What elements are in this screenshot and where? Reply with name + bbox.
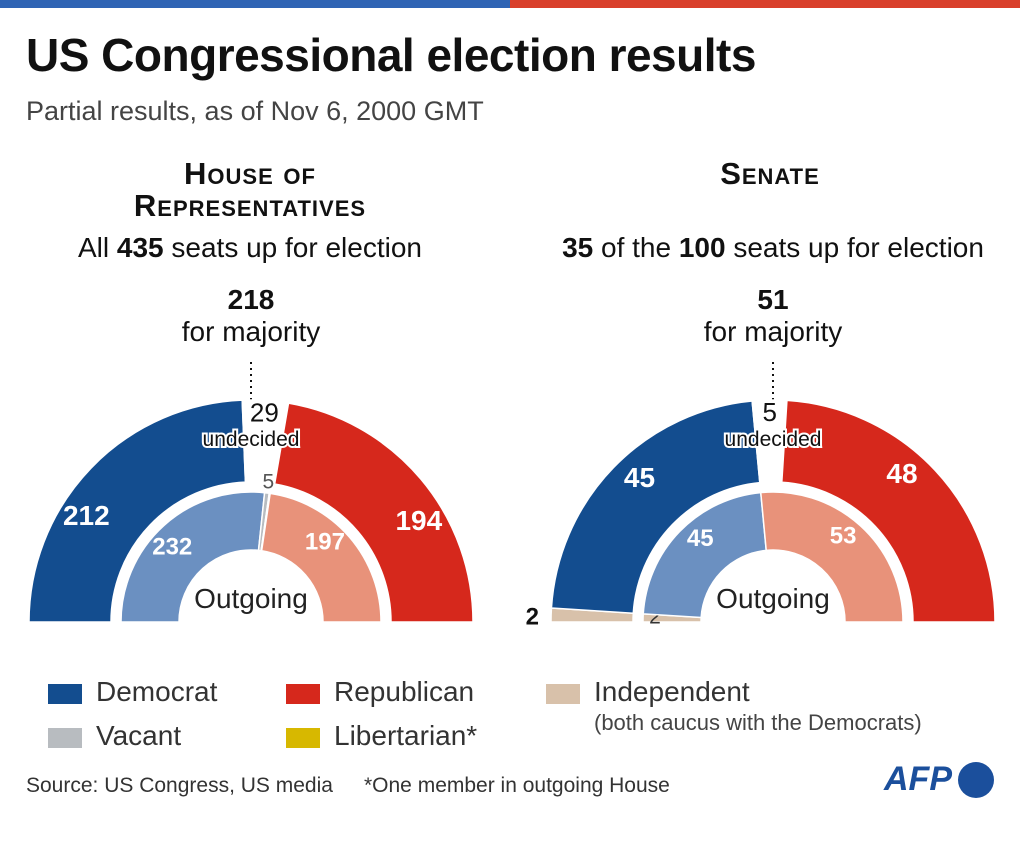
senate-sub-mid: of the [593,232,679,263]
legend-independent-note: (both caucus with the Democrats) [594,710,922,735]
house-undecided-label: undecided [203,428,300,451]
house-outgoing-label: Outgoing [194,583,308,614]
house-heading: House of Representatives [60,158,440,222]
legend-republican: Republican [286,676,474,708]
legend-independent-swatch [546,684,580,704]
legend-libertarian: Libertarian* [286,720,477,752]
house-outgoing-label-democrat: 232 [152,533,192,560]
house-majority-text: for majority [181,316,321,347]
senate-current-label-undecided: 5 [763,397,777,427]
legend-democrat: Democrat [48,676,217,708]
legend-vacant-label: Vacant [96,720,182,751]
house-sub-total: 435 [116,232,164,263]
house-outgoing-slice-republican [260,492,382,623]
house-current-slice-democrat [28,399,247,623]
legend-independent: Independent (both caucus with the Democr… [546,676,922,736]
senate-outgoing-slice-democrat [642,491,768,619]
page-subtitle: Partial results, as of Nov 6, 2000 GMT [26,96,484,126]
senate-sub-up: 35 [562,232,594,263]
house-seats-up: All 435 seats up for election [20,232,480,264]
afp-logo-text: AFP [884,760,952,798]
legend-libertarian-label: Libertarian* [334,720,478,751]
afp-logo-dot-icon [958,761,994,798]
senate-seats-up: 35 of the 100 seats up for election [530,232,1016,264]
senate-outgoing-label-democrat: 45 [687,525,714,552]
senate-outgoing-label-independent: 2 [649,606,661,629]
house-current-label-undecided: 29 [250,397,279,427]
house-sub-post: seats up for election [163,232,422,263]
senate-current-label-independent: 2 [526,603,539,630]
senate-sub-post: seats up for election [725,232,984,263]
house-outgoing-slice-democrat [120,491,266,623]
house-heading-line2: Representatives [133,188,367,223]
top-color-bar [0,0,1020,8]
senate-current-label-republican: 48 [886,458,917,489]
top-bar-blue [0,0,510,8]
senate-current-label-democrat: 45 [624,462,655,493]
house-majority: 218 for majority [151,284,351,348]
page-title: US Congressional election results [26,29,756,81]
senate-outgoing-label: Outgoing [716,583,830,614]
house-current-slice-republican [273,402,474,623]
senate-sub-total: 100 [678,232,726,263]
house-heading-line1: House of [184,156,316,191]
senate-current-slice-republican [780,399,996,623]
senate-majority: 51 for majority [673,284,873,348]
legend-republican-label: Republican [334,676,475,707]
legend-democrat-swatch [48,684,82,704]
afp-logo: AFP [884,760,994,799]
house-outgoing-label-republican: 197 [305,529,345,556]
senate-undecided-label: undecided [725,428,822,451]
house-sub-pre: All [78,232,117,263]
senate-majority-number: 51 [757,284,789,315]
house-current-label-republican: 194 [395,505,442,536]
senate-current-slice-democrat [550,400,761,615]
senate-majority-text: for majority [703,316,843,347]
footnote: *One member in outgoing House [364,774,670,797]
house-majority-number: 218 [227,284,275,315]
source-note: Source: US Congress, US media [26,774,333,797]
legend-vacant: Vacant [48,720,181,752]
senate-outgoing-label-republican: 53 [830,523,857,550]
house-outgoing-label-vacant: 5 [263,471,275,494]
house-hemicycle: 212 29 194 232 5 197 undecided Outgoing [28,362,474,623]
legend-vacant-swatch [48,728,82,748]
senate-outgoing-slice-republican [759,491,904,623]
house-current-label-democrat: 212 [63,500,110,531]
legend-libertarian-swatch [286,728,320,748]
senate-hemicycle: 2 45 5 48 2 45 53 undecided Outgoing [526,362,996,630]
legend-independent-label: Independent [594,676,750,707]
senate-heading-text: Senate [720,156,820,191]
legend-democrat-label: Democrat [96,676,218,707]
senate-heading: Senate [620,158,920,190]
top-bar-red [510,0,1020,8]
legend-republican-swatch [286,684,320,704]
